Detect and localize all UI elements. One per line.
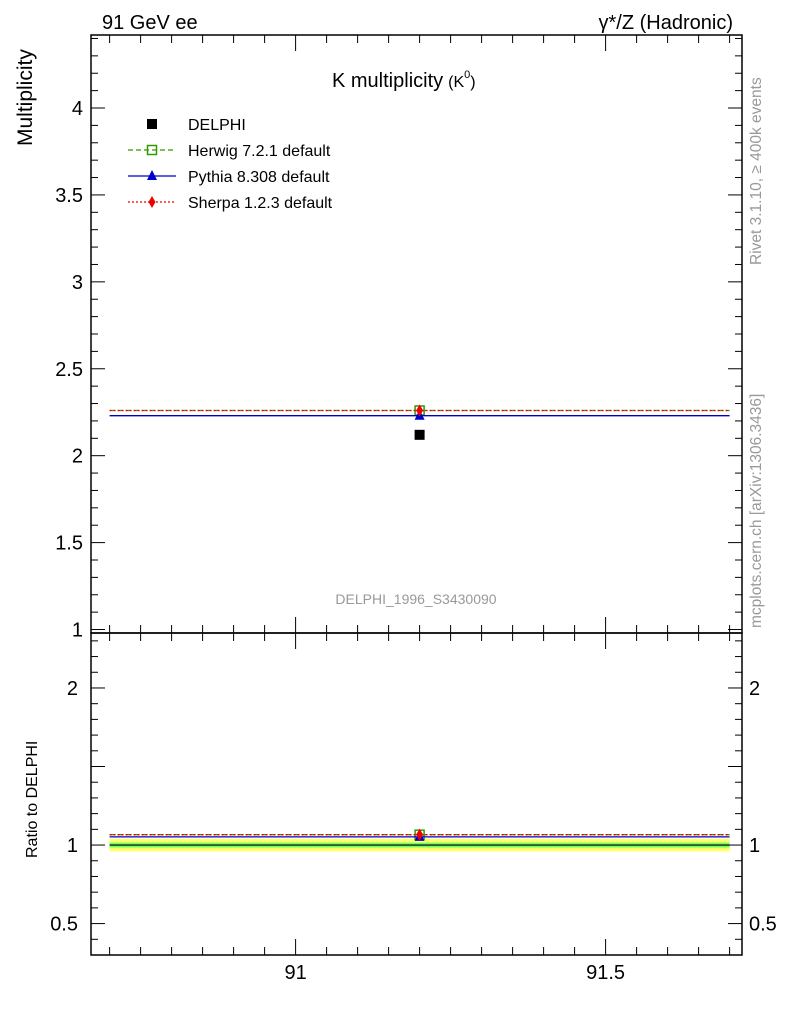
ratio-ylabel: Ratio to DELPHI [24,741,41,858]
ratio-frame [90,632,743,956]
legend-entry-herwig: Herwig 7.2.1 default [128,143,331,160]
legend-marker-pythia [147,170,157,180]
main-ylabel: Multiplicity [14,49,37,146]
header-right: γ*/Z (Hadronic) [599,12,733,34]
main-ytick-label: 4 [72,98,83,120]
ratio-ytick-label-left: 0.5 [50,914,78,936]
xtick-label: 91.5 [586,962,625,984]
ratio-ytick-label-right: 0.5 [749,914,777,936]
sherpa-ratio-marker [416,828,424,841]
ratio-ytick-label-right: 1 [749,835,760,857]
mcplots-label: mcplots.cern.ch [arXiv:1306.3436] [748,394,765,628]
ratio-ytick-label-right: 2 [749,678,760,700]
legend-entry-sherpa: Sherpa 1.2.3 default [128,195,333,212]
main-ytick-label: 2.5 [55,359,83,381]
legend-entry-delphi: DELPHI [147,117,246,134]
main-ytick-label: 2 [72,446,83,468]
legend-label: Herwig 7.2.1 default [188,143,331,160]
analysis-watermark: DELPHI_1996_S3430090 [335,591,496,607]
legend-label: Pythia 8.308 default [188,169,330,186]
legend-marker-sherpa [148,196,156,208]
legend: DELPHI Herwig 7.2.1 default Pythia 8.308 d… [128,117,333,212]
ratio-band [109,838,730,852]
chart-title: K multiplicity (K0) [332,69,476,92]
rivet-label: Rivet 3.1.10, ≥ 400k events [748,77,765,265]
main-series-layer [109,404,730,440]
ratio-series-layer [109,828,730,841]
legend-marker-herwig [146,144,158,156]
axis-tick-labels: 1 1.5 2 2.5 3 3.5 4 0.5 0.5 1 1 2 2 91 91.5 [50,98,777,984]
main-ytick-label: 1.5 [55,533,83,555]
axis-ticks [91,35,742,955]
ratio-ytick-label-left: 2 [67,678,78,700]
main-ytick-label: 1 [72,620,83,642]
legend-label: Sherpa 1.2.3 default [188,195,333,212]
legend-label: DELPHI [188,117,246,134]
sherpa-marker [416,404,424,417]
legend-entry-pythia: Pythia 8.308 default [128,169,330,186]
main-ytick-label: 3.5 [55,185,83,207]
main-ytick-label: 3 [72,272,83,294]
delphi-marker [414,429,425,440]
header-left: 91 GeV ee [102,12,198,34]
xtick-label: 91 [284,962,306,984]
ratio-ytick-label-left: 1 [67,835,78,857]
legend-marker-delphi [147,119,157,129]
